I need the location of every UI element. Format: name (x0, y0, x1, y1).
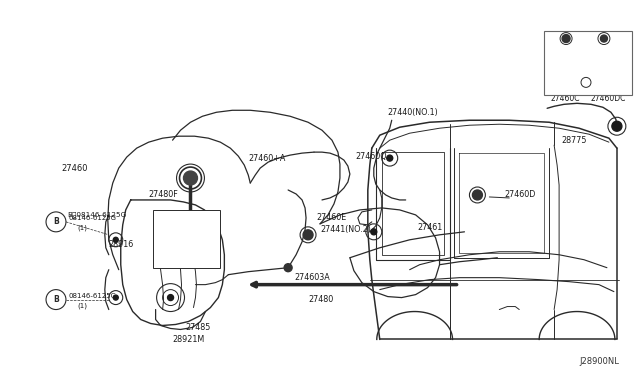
Text: 27460: 27460 (61, 164, 88, 173)
Bar (152, 210, 220, 268)
Text: 27440(NO.1): 27440(NO.1) (388, 108, 438, 117)
Text: 08146-6125G: 08146-6125G (69, 215, 117, 221)
Circle shape (600, 35, 607, 42)
Text: 274603A: 274603A (294, 273, 330, 282)
Text: 08146-6125G: 08146-6125G (69, 293, 117, 299)
Text: J28900NL: J28900NL (579, 357, 619, 366)
Text: B: B (53, 295, 59, 304)
Text: 27480F: 27480F (148, 190, 179, 199)
Text: 27441(NO.2): 27441(NO.2) (320, 225, 371, 234)
Text: 27460DC: 27460DC (591, 94, 627, 103)
Text: B08146-6125G: B08146-6125G (67, 212, 126, 218)
Circle shape (387, 155, 393, 161)
Bar (544, 31, 632, 95)
Text: 27480: 27480 (308, 295, 333, 304)
Text: B: B (53, 217, 59, 227)
Text: 28921M: 28921M (173, 335, 205, 344)
Text: 27485: 27485 (186, 323, 211, 332)
Circle shape (113, 295, 118, 300)
Text: 27460D: 27460D (504, 190, 536, 199)
Circle shape (472, 190, 483, 200)
Circle shape (168, 295, 173, 301)
Text: (1): (1) (77, 225, 87, 231)
Text: 27460+A: 27460+A (248, 154, 285, 163)
Text: (1): (1) (77, 302, 87, 309)
Text: 28916: 28916 (109, 240, 134, 249)
Text: 27461: 27461 (418, 223, 443, 232)
Text: 27460Q: 27460Q (356, 152, 387, 161)
Circle shape (371, 229, 377, 235)
Circle shape (113, 237, 118, 242)
Circle shape (303, 230, 313, 240)
Circle shape (184, 171, 198, 185)
Text: 27460E: 27460E (316, 214, 346, 222)
Text: 27460C: 27460C (550, 94, 580, 103)
Text: 28775: 28775 (561, 136, 587, 145)
Circle shape (284, 264, 292, 272)
Circle shape (562, 35, 570, 42)
Circle shape (612, 121, 622, 131)
